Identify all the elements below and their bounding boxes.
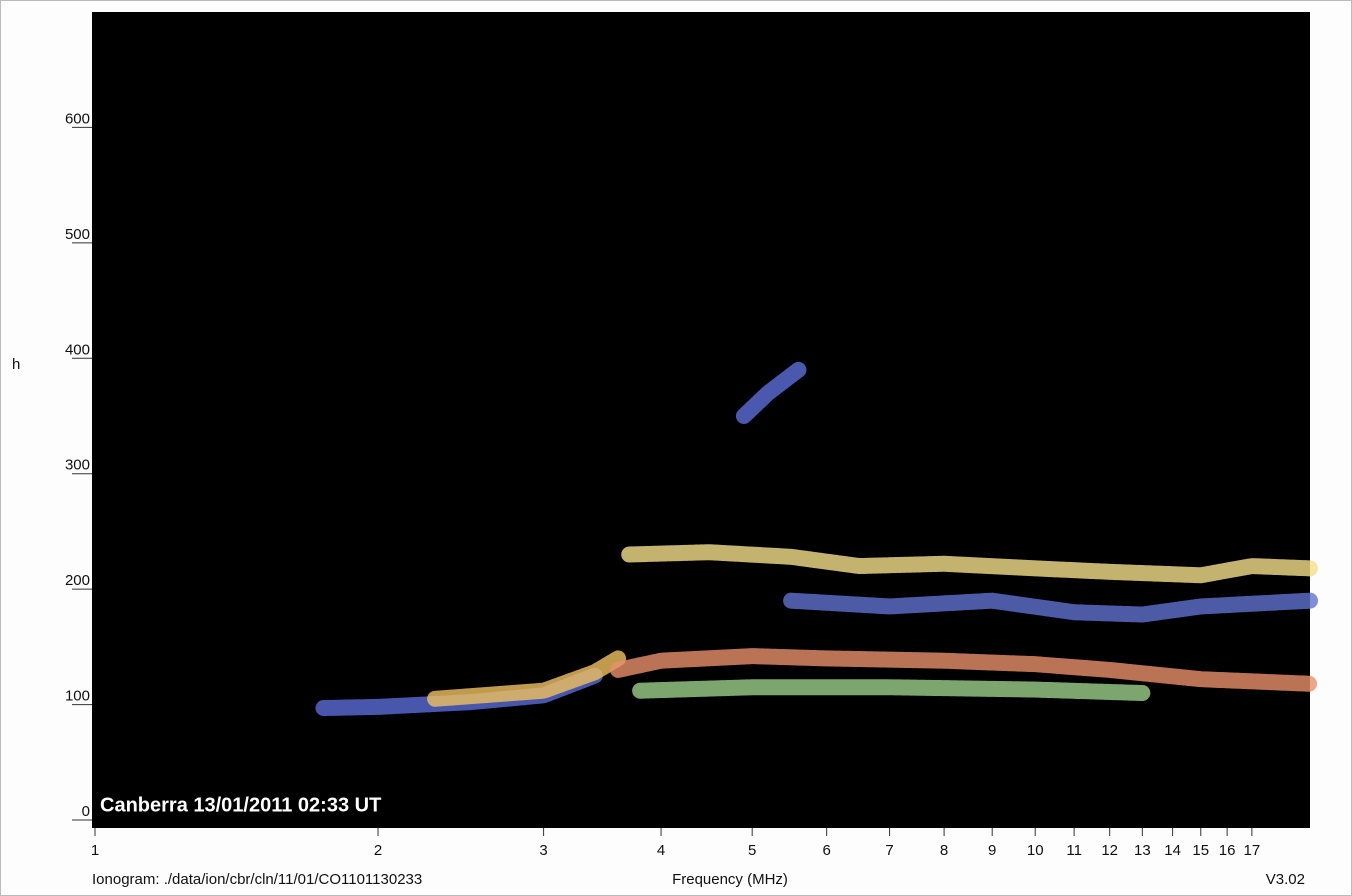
y-tick-label: 600 — [65, 110, 90, 127]
x-tick-label: 6 — [822, 842, 830, 859]
x-tick-label: 1 — [91, 842, 99, 859]
y-tick-label: 0 — [82, 803, 90, 820]
x-tick-label: 8 — [940, 842, 948, 859]
y-axis-label: h — [12, 356, 20, 373]
x-tick-label: 15 — [1192, 842, 1209, 859]
x-tick-label: 16 — [1219, 842, 1236, 859]
x-tick-label: 10 — [1027, 842, 1044, 859]
x-tick-label: 5 — [748, 842, 756, 859]
version-label: V3.02 — [1266, 871, 1305, 888]
y-tick-label: 400 — [65, 341, 90, 358]
y-tick-label: 300 — [65, 457, 90, 474]
y-tick-label: 100 — [65, 688, 90, 705]
x-tick-label: 17 — [1244, 842, 1261, 859]
y-tick-label: 500 — [65, 226, 90, 243]
x-tick-label: 4 — [657, 842, 665, 859]
x-tick-label: 2 — [374, 842, 382, 859]
echo-trace — [640, 687, 1142, 693]
x-tick-label: 12 — [1101, 842, 1118, 859]
x-tick-label: 13 — [1134, 842, 1151, 859]
station-annotation: Canberra 13/01/2011 02:33 UT — [100, 794, 381, 816]
file-label: Ionogram: ./data/ion/cbr/cln/11/01/CO110… — [92, 871, 422, 888]
x-tick-label: 9 — [988, 842, 996, 859]
echo-trace — [791, 601, 1310, 615]
x-tick-label: 11 — [1066, 842, 1082, 859]
ionogram-window: h Canberra 13/01/2011 02:33 UT Ionogram:… — [0, 0, 1352, 896]
y-tick-label: 200 — [65, 572, 90, 589]
plot-area — [92, 12, 1310, 828]
x-axis-label: Frequency (MHz) — [672, 871, 788, 888]
x-tick-label: 3 — [539, 842, 547, 859]
x-tick-label: 14 — [1164, 842, 1181, 859]
x-tick-label: 7 — [885, 842, 893, 859]
